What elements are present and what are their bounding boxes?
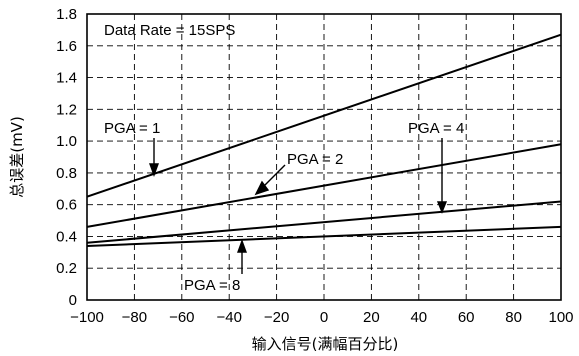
- x-tick-label: 80: [505, 309, 522, 326]
- y-tick-label: 0.2: [56, 260, 77, 277]
- x-tick-label: 40: [410, 309, 427, 326]
- arrow-head-pga2: [254, 180, 270, 196]
- arrow-pga2: [261, 164, 286, 189]
- y-tick-label: 1.6: [56, 38, 77, 55]
- x-tick-labels: −100 −80 −60 −40 −20 0 20 40 60 80 100: [70, 309, 573, 326]
- x-tick-label: 0: [320, 309, 328, 326]
- y-tick-labels: 0 0.2 0.4 0.6 0.8 1.0 1.2 1.4 1.6 1.8: [56, 6, 77, 309]
- series-line-pga-2: [86, 143, 562, 228]
- x-axis-title: 输入信号(满幅百分比): [252, 335, 399, 353]
- series-line-pga-3: [86, 200, 562, 244]
- label-pga1: PGA = 1: [104, 120, 160, 137]
- y-axis-title: 总误差(mV): [8, 116, 26, 198]
- data-rate-annotation: Data Rate = 15SPS: [104, 22, 235, 39]
- arrow-head-pga4: [436, 201, 448, 214]
- plot-frame: [86, 13, 562, 301]
- pointer-arrows: [149, 138, 448, 274]
- y-tick-label: 1.2: [56, 101, 77, 118]
- y-tick-label: 1.4: [56, 70, 77, 87]
- x-tick-label: −80: [122, 309, 147, 326]
- x-tick-label: −100: [70, 309, 104, 326]
- y-tick-label: 0: [69, 292, 77, 309]
- grid: [86, 13, 562, 301]
- y-tick-label: 0.4: [56, 228, 77, 245]
- x-tick-label: 20: [363, 309, 380, 326]
- series-line-pga-4: [86, 225, 562, 247]
- x-tick-label: 100: [548, 309, 573, 326]
- y-tick-label: 1.0: [56, 133, 77, 150]
- label-pga8: PGA = 8: [184, 277, 240, 294]
- label-pga2: PGA = 2: [287, 151, 343, 168]
- y-tick-label: 0.8: [56, 165, 77, 182]
- arrow-head-pga1: [149, 163, 159, 178]
- x-tick-label: −60: [169, 309, 194, 326]
- label-pga4: PGA = 4: [408, 120, 464, 137]
- series-line-pga-1: [86, 33, 562, 198]
- x-tick-label: −40: [216, 309, 241, 326]
- y-tick-label: 0.6: [56, 197, 77, 214]
- arrow-head-pga8: [237, 238, 247, 253]
- y-tick-label: 1.8: [56, 6, 77, 23]
- x-tick-label: 60: [458, 309, 475, 326]
- series-lines: [86, 33, 562, 247]
- x-tick-label: −20: [264, 309, 289, 326]
